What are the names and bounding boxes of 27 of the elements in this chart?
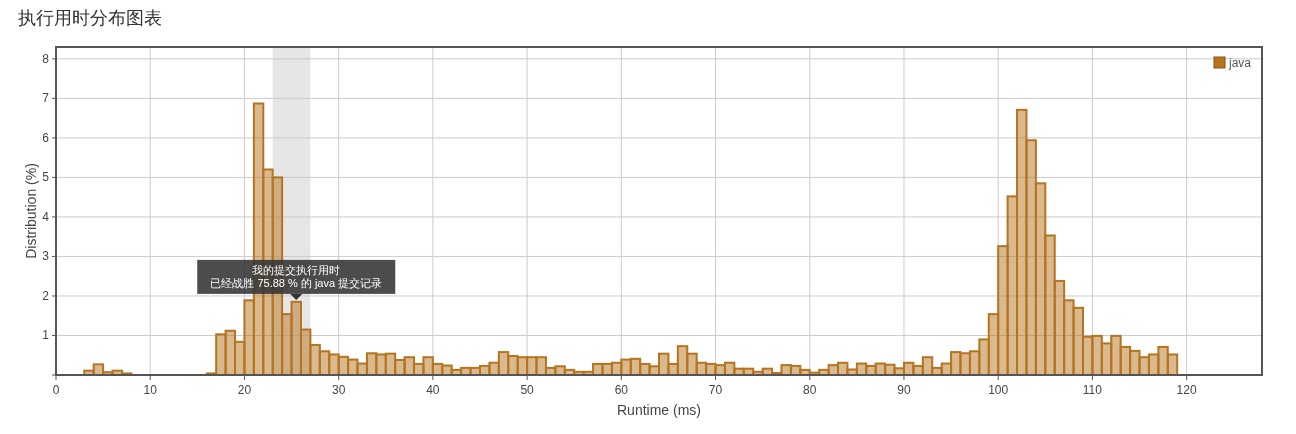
x-axis-title: Runtime (ms) <box>616 402 702 418</box>
x-tick-label: 70 <box>708 383 723 397</box>
y-axis-title: Distribution (%) <box>23 163 39 259</box>
y-tick-label: 1 <box>42 328 50 343</box>
y-tick-label: 5 <box>42 170 50 185</box>
y-tick-label: 3 <box>42 249 50 264</box>
legend-label: java <box>1228 56 1252 70</box>
x-tick-label: 100 <box>988 383 1009 397</box>
x-tick-label: 80 <box>803 383 817 397</box>
x-tick-label: 60 <box>614 383 629 397</box>
y-tick-label: 7 <box>42 91 50 106</box>
y-tick-label: 2 <box>42 288 50 303</box>
annotation: 已经战胜 75.88 % 的 java 提交记录 <box>210 276 383 289</box>
x-tick-label: 20 <box>237 383 252 397</box>
y-tick-label: 8 <box>42 51 50 66</box>
x-tick-label: 110 <box>1082 383 1103 397</box>
x-tick-label: 30 <box>331 383 346 397</box>
x-tick-label: 10 <box>143 383 158 397</box>
y-tick-label: 4 <box>42 209 50 224</box>
chart-title: 执行用时分布图表 <box>18 8 162 28</box>
x-tick-label: 50 <box>520 383 535 397</box>
x-tick-label: 90 <box>897 383 911 397</box>
x-tick-label: 0 <box>52 383 60 397</box>
annotation: 我的提交执行用时 <box>252 263 341 276</box>
x-tick-label: 120 <box>1176 383 1197 397</box>
x-tick-label: 40 <box>426 383 440 397</box>
y-tick-label: 6 <box>42 130 50 145</box>
